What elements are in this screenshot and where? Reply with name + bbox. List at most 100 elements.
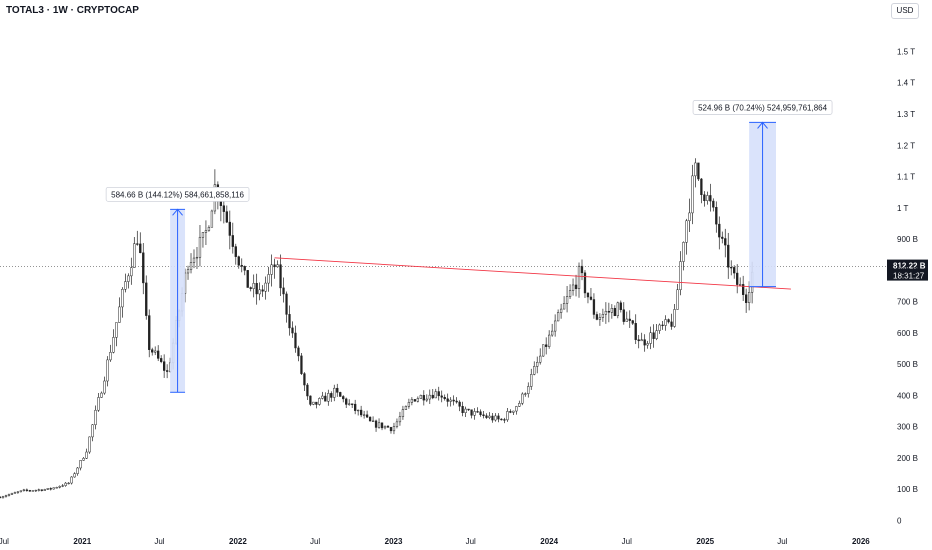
candle-body: [715, 207, 718, 225]
candle-body: [201, 232, 205, 238]
candle-body: [625, 318, 628, 322]
candle-body: [49, 488, 52, 490]
candle-body: [4, 495, 8, 497]
candle-body: [103, 380, 106, 394]
candle-body: [324, 395, 327, 402]
candle-body: [473, 411, 476, 416]
y-tick-label: 900 B: [897, 235, 918, 244]
candle-body: [721, 236, 724, 239]
candle-body: [494, 415, 497, 421]
candle-body: [76, 467, 79, 474]
candle-body: [518, 403, 521, 407]
x-tick-label: Jul: [777, 537, 787, 546]
candle-body: [359, 409, 363, 416]
candle-body: [315, 401, 318, 405]
candle-body: [425, 398, 428, 401]
candle-body: [357, 409, 360, 412]
candle-body: [189, 262, 193, 270]
measure-label-box: [692, 100, 833, 115]
candle-body: [237, 256, 240, 266]
candle-body: [19, 490, 23, 493]
candle-body: [419, 395, 422, 399]
candle-body: [252, 283, 255, 289]
candle-body: [685, 220, 688, 243]
candle-body: [724, 238, 727, 246]
candle-body: [619, 302, 622, 310]
candle-body: [142, 252, 145, 284]
x-tick-label: 2025: [696, 537, 714, 546]
candle-body: [488, 415, 491, 418]
candle-body: [192, 257, 196, 263]
candle-body: [234, 246, 237, 257]
y-tick-label: 1 T: [897, 204, 909, 213]
candle-body: [509, 411, 512, 413]
candle-body: [1, 496, 5, 499]
candle-body: [261, 289, 264, 292]
candle-body: [568, 290, 572, 297]
candle-body: [747, 291, 751, 303]
candle-body: [742, 284, 745, 295]
candle-body: [545, 344, 548, 347]
candle-body: [91, 424, 94, 438]
x-tick-label: 2024: [540, 537, 558, 546]
candle-body: [255, 283, 258, 295]
candle-body: [163, 361, 166, 371]
candle-body: [154, 350, 157, 353]
candle-body: [124, 281, 127, 290]
candle-body: [616, 302, 619, 317]
candle-body: [204, 230, 208, 233]
candle-body: [404, 406, 408, 410]
candle-body: [413, 399, 417, 402]
candle-body: [697, 162, 700, 180]
overlays: 584.66 B (144.12%) 584,661,858,116 524.96…: [0, 100, 928, 393]
y-tick-label: 1.4 T: [897, 79, 915, 88]
candle-body: [524, 393, 527, 395]
candle-body: [37, 489, 40, 491]
y-tick-label: 800 B: [897, 266, 918, 275]
candle-body: [383, 425, 387, 429]
candle-body: [249, 287, 252, 289]
candle-body: [646, 343, 649, 346]
candle-body: [73, 473, 76, 478]
y-tick-label: 500 B: [897, 360, 918, 369]
candle-body: [139, 243, 142, 254]
candle-body: [500, 418, 503, 421]
candle-body: [309, 395, 312, 405]
trendline[interactable]: [274, 257, 791, 290]
candle-body: [709, 195, 712, 202]
candle-body: [565, 296, 569, 304]
candle-body: [46, 488, 49, 490]
candle-body: [127, 275, 130, 282]
candle-body: [0, 496, 2, 499]
candle-body: [506, 411, 509, 421]
candle-body: [351, 403, 354, 405]
candle-body: [67, 482, 70, 485]
candle-body: [458, 401, 461, 407]
candle-body: [658, 324, 661, 331]
currency-button[interactable]: USD: [891, 3, 919, 19]
candle-body: [503, 419, 506, 421]
candle-body: [312, 401, 315, 405]
candle-body: [300, 355, 303, 374]
y-axis: 1.5 T 1.4 T 1.3 T 1.2 T 1.1 T 1 T 900 B 800 B 70…: [897, 47, 918, 525]
candle-body: [136, 243, 139, 245]
measure-label: 584.66 B (144.12%) 584,661,858,116: [111, 190, 244, 199]
candle-body: [386, 425, 390, 428]
candle-body: [52, 487, 55, 490]
candle-body: [661, 324, 664, 327]
candle-body: [151, 349, 154, 353]
candle-body: [270, 264, 273, 275]
candle-body: [682, 242, 685, 262]
candle-body: [437, 391, 440, 397]
candle-body: [434, 391, 437, 399]
x-tick-label: Jul: [0, 537, 9, 546]
x-tick-label: Jul: [622, 537, 632, 546]
candle-body: [622, 309, 625, 322]
candle-body: [16, 491, 20, 493]
candle-body: [664, 319, 667, 326]
candle-body: [321, 395, 324, 399]
y-tick-label: 400 B: [897, 391, 918, 400]
measure-label-group: 584.66 B (144.12%) 584,661,858,116: [105, 186, 250, 202]
candle-body: [589, 296, 593, 300]
